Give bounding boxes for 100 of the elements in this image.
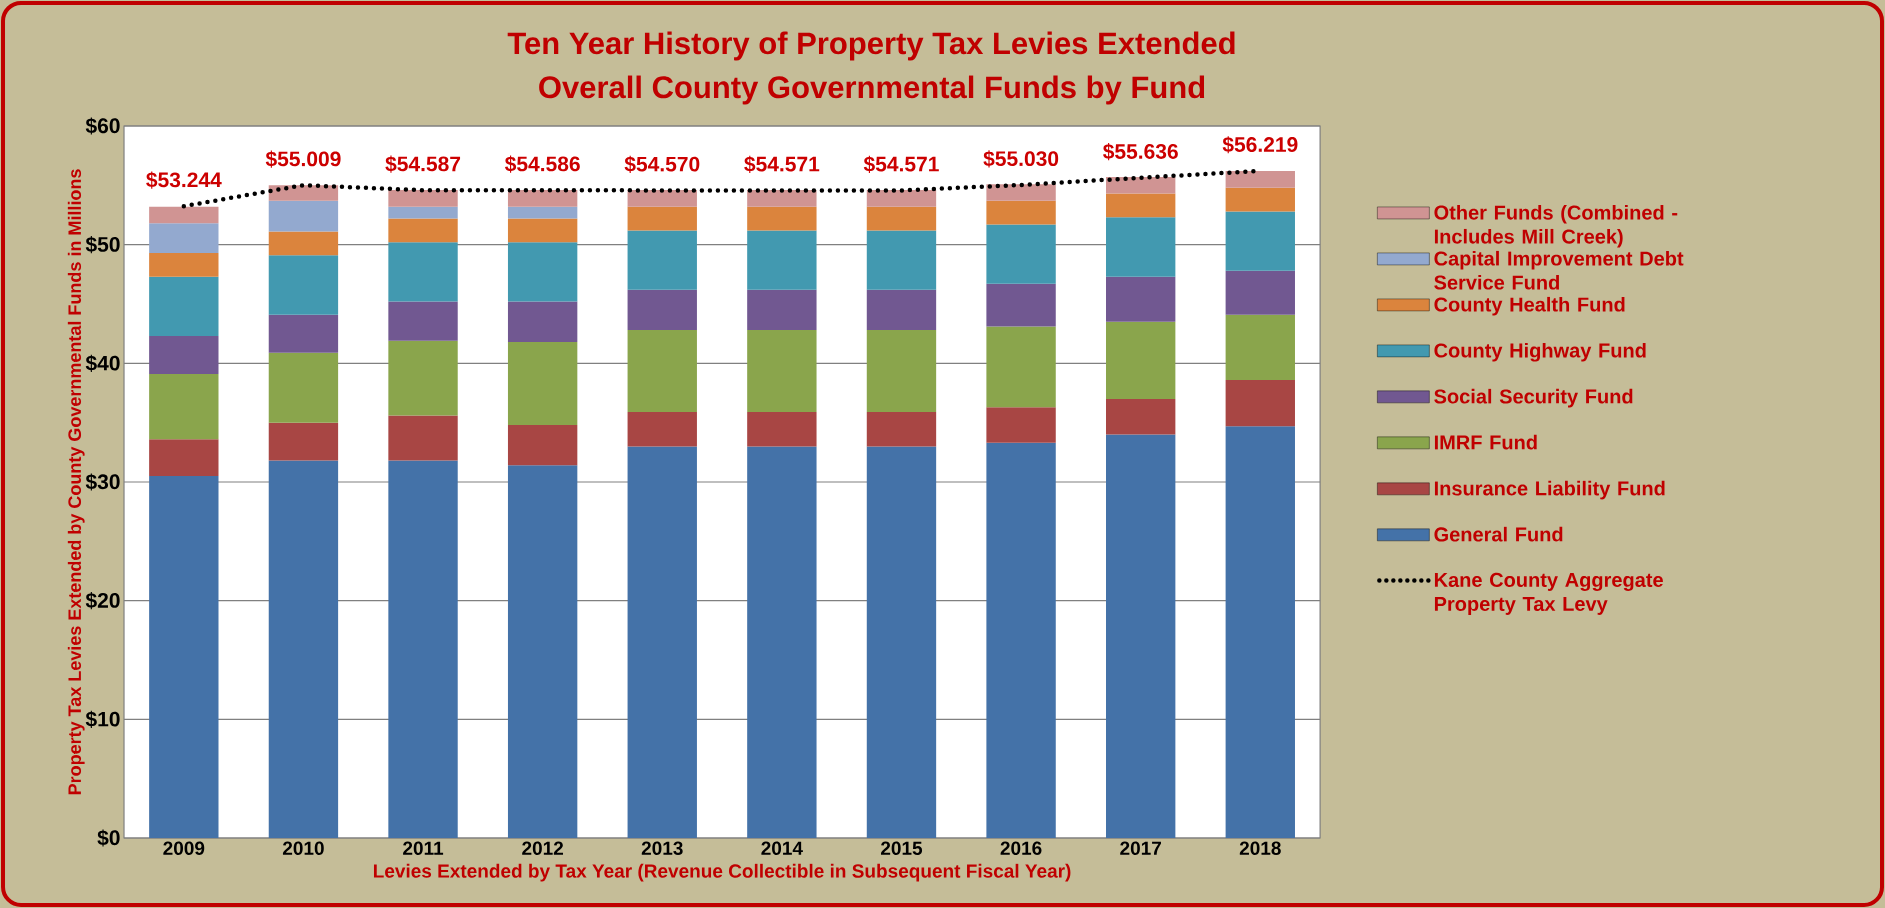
legend-label: Insurance Liability Fund xyxy=(1434,480,1665,500)
bar xyxy=(1106,276,1176,322)
bar xyxy=(1225,171,1295,188)
bar xyxy=(149,373,219,440)
bar xyxy=(986,184,1056,201)
legend-label: Other Funds (Combined - Includes Mill Creek) xyxy=(1434,204,1678,248)
bar xyxy=(627,446,697,838)
bar xyxy=(268,460,339,838)
x-tick-label: 2009 xyxy=(163,841,205,855)
legend-label: IMRF Fund xyxy=(1434,434,1537,450)
bar xyxy=(986,407,1056,443)
bar xyxy=(1106,398,1176,435)
bar xyxy=(747,411,817,447)
bar xyxy=(986,200,1056,225)
x-tick-label: 2013 xyxy=(641,841,683,855)
legend-label: Social Security Fund xyxy=(1434,388,1633,408)
bar xyxy=(866,230,937,290)
bar xyxy=(1106,177,1176,194)
legend-label: County Highway Fund xyxy=(1434,342,1646,362)
bar xyxy=(149,276,219,337)
bar xyxy=(149,476,219,838)
x-tick-label: 2011 xyxy=(403,841,444,855)
bar xyxy=(388,340,458,416)
x-tick-label: 2014 xyxy=(761,841,803,855)
x-tick-label: 2010 xyxy=(282,841,324,855)
data-label: $54.586 xyxy=(504,155,580,173)
bar xyxy=(388,206,458,219)
bar xyxy=(507,206,578,219)
bar xyxy=(388,415,458,461)
bar xyxy=(866,289,937,331)
bar xyxy=(507,242,578,302)
bar xyxy=(388,301,458,341)
x-tick-label: 2018 xyxy=(1239,841,1281,855)
data-label: $55.030 xyxy=(983,150,1059,168)
legend-label: Capital Improvement Debt Service Fund xyxy=(1434,250,1684,290)
data-label: $54.570 xyxy=(624,155,700,173)
bar xyxy=(388,190,458,207)
bar xyxy=(1225,379,1295,427)
bar xyxy=(507,190,578,207)
bar xyxy=(268,231,339,256)
bar xyxy=(1106,321,1176,399)
legend-label: County Health Fund xyxy=(1434,296,1625,316)
bar xyxy=(627,190,697,207)
bar xyxy=(1225,314,1295,380)
data-label: $54.571 xyxy=(863,155,939,173)
data-label: $55.636 xyxy=(1103,143,1178,161)
bar xyxy=(149,252,219,277)
chart-title: Ten Year History of Property Tax Levies Extended xyxy=(507,31,1235,61)
bar xyxy=(507,465,578,838)
x-axis-title: Levies Extended by Tax Year (Revenue Collectible in Subsequent Fiscal Year) xyxy=(373,863,1071,882)
bar xyxy=(1225,270,1295,315)
bar xyxy=(1225,187,1295,212)
bar xyxy=(747,206,817,231)
data-label: $53.244 xyxy=(146,171,222,189)
y-tick-label: $40 xyxy=(85,354,120,372)
bar xyxy=(627,330,697,412)
bar xyxy=(866,446,937,838)
bar xyxy=(388,242,458,302)
bar xyxy=(986,442,1056,838)
data-label: $55.009 xyxy=(265,150,341,168)
y-tick-label: $30 xyxy=(85,473,120,491)
x-tick-label: 2012 xyxy=(522,841,564,855)
y-tick-label: $20 xyxy=(85,592,120,610)
x-tick-label: 2017 xyxy=(1120,841,1161,855)
bar xyxy=(986,224,1056,284)
bar xyxy=(268,255,339,315)
bar xyxy=(388,460,458,838)
bar xyxy=(866,206,937,231)
bar xyxy=(747,190,817,207)
bar xyxy=(1106,193,1176,218)
bar xyxy=(747,330,817,412)
bar xyxy=(149,439,219,477)
x-tick-label: 2015 xyxy=(880,841,923,855)
x-tick-label: 2016 xyxy=(1000,841,1042,855)
bar xyxy=(149,336,219,374)
bar xyxy=(1225,426,1295,838)
bar xyxy=(866,190,937,207)
bar xyxy=(866,330,937,412)
legend-label: General Fund xyxy=(1434,526,1563,542)
bar xyxy=(986,326,1056,408)
bar xyxy=(866,411,937,447)
legend-label: Kane County Aggregate Property Tax Levy xyxy=(1434,572,1663,615)
bar xyxy=(388,218,458,243)
bar xyxy=(149,223,219,253)
chart-subtitle: Overall County Governmental Funds by Fund xyxy=(539,75,1205,105)
data-label: $56.219 xyxy=(1222,136,1298,154)
y-tick-label: $60 xyxy=(85,117,120,135)
bar xyxy=(507,341,578,426)
bar xyxy=(627,289,697,331)
bar xyxy=(268,314,339,353)
bar xyxy=(1225,211,1295,271)
bar xyxy=(747,446,817,838)
y-tick-label: $10 xyxy=(85,710,120,728)
data-label: $54.571 xyxy=(744,155,820,173)
y-tick-label: $50 xyxy=(85,236,120,254)
bar xyxy=(747,230,817,290)
y-axis-title: Property Tax Levies Extended by County Governmental Funds in Millions xyxy=(67,169,85,795)
bar xyxy=(1106,434,1176,838)
bar xyxy=(627,411,697,447)
bar xyxy=(1106,217,1176,277)
